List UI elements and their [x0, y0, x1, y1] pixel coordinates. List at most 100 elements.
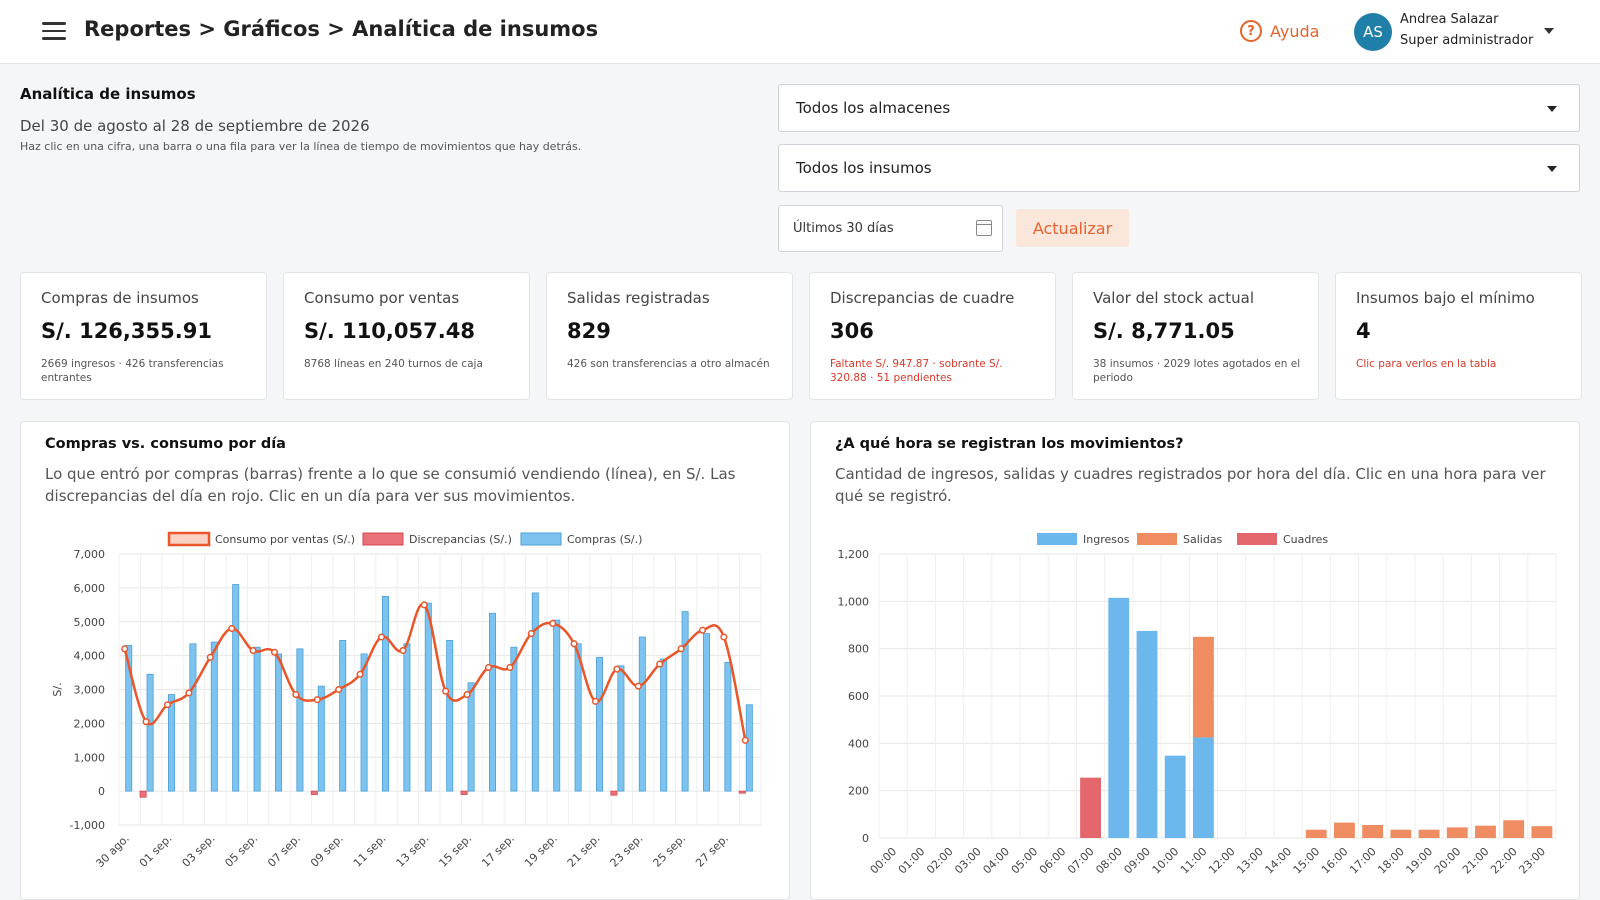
consumo-point[interactable]	[399, 646, 407, 655]
compras-bar[interactable]	[510, 646, 518, 792]
compras-bar[interactable]	[446, 639, 454, 792]
cuadres-bar[interactable]	[1080, 777, 1101, 838]
consumo-point[interactable]	[463, 691, 471, 699]
warehouse-select[interactable]: Todos los almacenes	[778, 84, 1580, 132]
kpi-card-consumo[interactable]: Consumo por ventas S/. 110,057.48 8768 l…	[283, 272, 530, 400]
salidas-bar[interactable]	[1334, 822, 1355, 838]
kpi-card-compras[interactable]: Compras de insumos S/. 126,355.91 2669 i…	[20, 272, 267, 400]
consumo-point[interactable]	[185, 689, 193, 697]
salidas-bar[interactable]	[1305, 829, 1327, 838]
compras-bar[interactable]	[317, 685, 325, 792]
consumo-point[interactable]	[720, 633, 728, 641]
consumo-point[interactable]	[292, 691, 300, 699]
consumo-point[interactable]	[613, 665, 621, 673]
menu-icon[interactable]	[42, 22, 66, 42]
consumo-point[interactable]	[249, 646, 257, 655]
discrepancia-bar[interactable]	[460, 790, 468, 795]
consumo-point[interactable]	[206, 653, 214, 661]
compras-bar[interactable]	[296, 648, 304, 792]
consumo-point[interactable]	[270, 648, 279, 656]
compras-bar[interactable]	[745, 704, 753, 792]
compras-bar[interactable]	[724, 661, 732, 792]
compras-bar[interactable]	[232, 584, 240, 792]
compras-bar[interactable]	[681, 611, 689, 792]
consumo-point[interactable]	[420, 601, 428, 609]
help-button[interactable]: ? Ayuda	[1240, 20, 1319, 42]
consumo-point[interactable]	[698, 626, 707, 634]
ingresos-bar[interactable]	[1192, 737, 1214, 838]
x-tick-label: 10:00	[1150, 845, 1182, 877]
discrepancia-bar[interactable]	[310, 790, 318, 795]
compras-bar[interactable]	[381, 595, 389, 792]
salidas-bar[interactable]	[1531, 826, 1553, 838]
consumo-point[interactable]	[442, 687, 450, 695]
compras-bar[interactable]	[210, 641, 218, 792]
discrepancia-bar[interactable]	[738, 790, 746, 794]
compras-bar[interactable]	[360, 653, 368, 792]
compras-bar[interactable]	[574, 643, 582, 792]
kpi-card-bajo-minimo[interactable]: Insumos bajo el mínimo 4 Clic para verlo…	[1335, 272, 1582, 400]
kpi-card-discrepancias[interactable]: Discrepancias de cuadre 306 Faltante S/.…	[809, 272, 1056, 400]
compras-bar[interactable]	[125, 645, 133, 792]
update-button[interactable]: Actualizar	[1016, 209, 1129, 247]
consumo-point[interactable]	[634, 682, 642, 690]
compras-bar[interactable]	[553, 619, 561, 792]
ingresos-bar[interactable]	[1136, 630, 1158, 838]
compras-bar[interactable]	[531, 592, 539, 792]
kpi-card-stock[interactable]: Valor del stock actual S/. 8,771.05 38 i…	[1072, 272, 1319, 400]
compras-bar[interactable]	[660, 658, 668, 792]
compras-bar[interactable]	[253, 646, 261, 792]
compras-bar[interactable]	[146, 673, 154, 792]
chart-legend: Ingresos Salidas Cuadres	[1037, 533, 1328, 546]
compras-bar[interactable]	[274, 653, 282, 792]
compras-bar[interactable]	[488, 612, 496, 792]
consumo-point[interactable]	[377, 633, 386, 641]
consumo-point[interactable]	[549, 619, 557, 627]
consumo-point[interactable]	[163, 701, 172, 709]
salidas-bar[interactable]	[1362, 824, 1384, 838]
consumo-point[interactable]	[228, 624, 236, 633]
salidas-bar[interactable]	[1475, 825, 1496, 838]
supply-select[interactable]: Todos los insumos	[778, 144, 1580, 192]
discrepancia-bar[interactable]	[139, 790, 147, 798]
consumo-point[interactable]	[142, 718, 150, 726]
ingresos-bar[interactable]	[1108, 597, 1130, 838]
consumo-point[interactable]	[484, 663, 493, 672]
compras-bar[interactable]	[596, 656, 604, 792]
salidas-bar[interactable]	[1390, 829, 1412, 838]
compras-consumo-chart[interactable]: 7,000 6,000 5,000 4,000 3,000 2,000 1,000 0 -1,0…	[21, 422, 791, 900]
compras-bar[interactable]	[638, 636, 646, 792]
salidas-bar[interactable]	[1446, 827, 1468, 838]
kpi-card-salidas[interactable]: Salidas registradas 829 426 son transfer…	[546, 272, 793, 400]
compras-bar[interactable]	[339, 639, 347, 792]
consumo-point[interactable]	[741, 736, 749, 744]
consumo-point[interactable]	[591, 697, 600, 705]
period-date-input[interactable]: Últimos 30 días	[778, 205, 1003, 252]
consumo-point[interactable]	[656, 660, 664, 668]
compras-bar[interactable]	[703, 633, 711, 792]
compras-bar[interactable]	[467, 682, 475, 792]
consumo-point[interactable]	[677, 645, 685, 653]
ingresos-bar[interactable]	[1164, 755, 1186, 838]
chevron-down-icon[interactable]	[1544, 28, 1554, 34]
salidas-bar[interactable]	[1192, 636, 1214, 738]
consumo-point[interactable]	[570, 640, 578, 648]
compras-bar[interactable]	[189, 643, 197, 792]
compras-bar[interactable]	[424, 602, 432, 792]
discrepancia-bar[interactable]	[610, 790, 618, 796]
salidas-bar[interactable]	[1418, 829, 1440, 838]
kpi-note[interactable]: Clic para verlos en la tabla	[1356, 358, 1497, 370]
consumo-point[interactable]	[313, 696, 321, 704]
calendar-icon[interactable]	[976, 220, 992, 236]
compras-bar[interactable]	[403, 643, 411, 792]
avatar[interactable]: AS	[1354, 13, 1392, 51]
consumo-point[interactable]	[506, 663, 514, 672]
compras-bar[interactable]	[167, 694, 175, 792]
consumo-point[interactable]	[356, 670, 364, 678]
consumo-point[interactable]	[121, 645, 129, 653]
consumo-point[interactable]	[527, 630, 535, 638]
salidas-bar[interactable]	[1503, 820, 1525, 838]
consumo-point[interactable]	[335, 685, 343, 694]
compras-bar[interactable]	[617, 665, 625, 792]
movimientos-hora-chart[interactable]: 1,200 1,000 800 600 400 200 000:0001:0002:0003…	[811, 422, 1581, 900]
